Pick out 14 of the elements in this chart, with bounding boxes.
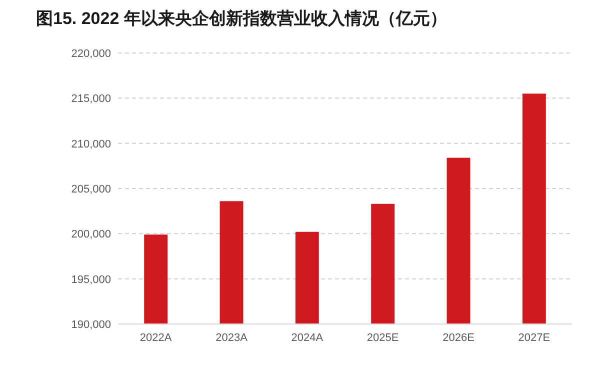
x-tick-label: 2022A (140, 332, 172, 344)
x-tick-label: 2025E (366, 332, 399, 344)
y-tick-label: 200,000 (71, 228, 111, 241)
x-tick-label: 2024A (291, 332, 324, 344)
y-tick-label: 205,000 (71, 184, 111, 196)
y-tick-label: 215,000 (71, 93, 111, 106)
y-tick-label: 195,000 (71, 274, 111, 286)
y-tick-label: 220,000 (71, 48, 111, 60)
chart-title: 图15. 2022 年以来央企创新指数营业收入情况（亿元） (36, 9, 447, 28)
x-tick-label: 2026E (442, 332, 474, 344)
y-tick-label: 190,000 (71, 319, 111, 331)
y-tick-label: 210,000 (71, 138, 111, 150)
x-tick-label: 2027E (518, 332, 550, 344)
x-tick-label: 2023A (216, 332, 248, 344)
